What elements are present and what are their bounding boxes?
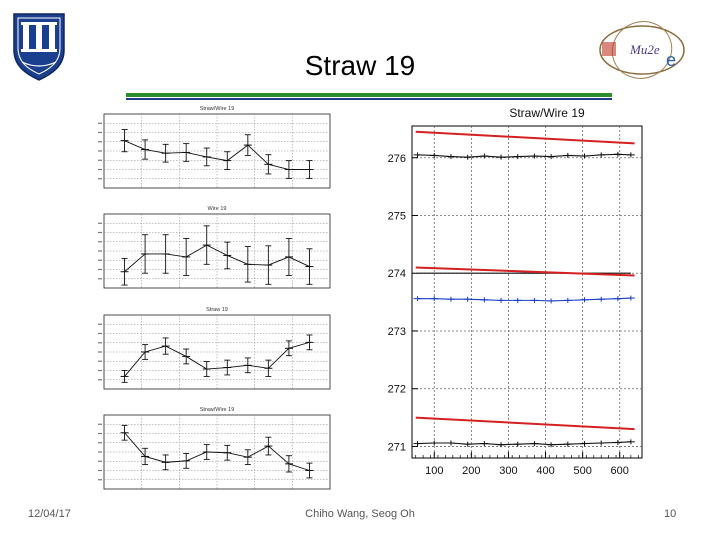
- x-tick-label: 200: [462, 465, 480, 477]
- red-fit-line: [415, 266, 635, 277]
- footer-author: Chiho Wang, Seog Oh: [305, 508, 415, 520]
- mini-series-line: [124, 341, 310, 377]
- mini-chart-title: Straw/Wire 19: [200, 407, 235, 413]
- mini-chart-title: Wire 19: [208, 206, 227, 212]
- red-fit-line: [415, 416, 635, 431]
- mini-chart-2: Wire 19: [98, 206, 331, 289]
- red-fit-line: [415, 130, 635, 145]
- x-tick-label: 600: [611, 465, 629, 477]
- mini-series-line: [124, 432, 310, 471]
- mini-series-line: [124, 140, 310, 170]
- mini-chart-title: Straw/Wire 19: [200, 106, 235, 112]
- main-chart-title: Straw/Wire 19: [509, 106, 585, 120]
- mini-series-line: [124, 244, 310, 273]
- mini-chart-title: Straw 19: [206, 307, 228, 313]
- x-tick-label: 400: [536, 465, 554, 477]
- title-underline-green: [126, 93, 612, 97]
- footer-date: 12/04/17: [28, 508, 71, 520]
- y-tick-label: 275: [388, 210, 406, 222]
- page-number: 10: [664, 508, 677, 520]
- x-tick-label: 300: [499, 465, 517, 477]
- title-underline-blue: [126, 98, 612, 100]
- main-chart: Straw/Wire 19 100 200 300 400 500 600 271 272 273…: [388, 106, 643, 477]
- mini-chart-3: Straw 19: [98, 307, 331, 390]
- mini-chart-1: Straw/Wire 19: [98, 106, 331, 189]
- x-tick-label: 100: [425, 465, 443, 477]
- mini-chart-4: Straw/Wire 19: [98, 407, 331, 490]
- x-tick-label: 500: [573, 465, 591, 477]
- mu2e-logo-text: Mu2e: [629, 42, 660, 57]
- main-chart-frame: [411, 125, 643, 459]
- y-tick-label: 273: [388, 326, 406, 338]
- y-tick-label: 276: [388, 153, 406, 165]
- y-tick-label: 272: [388, 384, 406, 396]
- slide-title: Straw 19: [304, 50, 416, 81]
- y-tick-label: 271: [388, 441, 406, 453]
- mu2e-logo: Mu2e e: [599, 21, 685, 79]
- svg-text:e: e: [666, 50, 676, 70]
- y-tick-label: 274: [388, 268, 406, 280]
- duke-shield-logo: [13, 13, 65, 81]
